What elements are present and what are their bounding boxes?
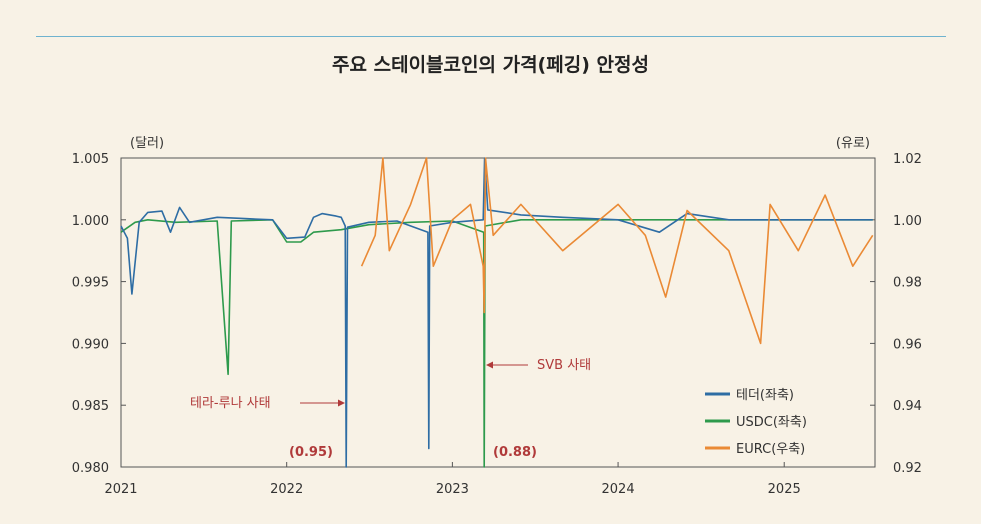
right-tick-label: 0.96 [893,337,922,352]
left-tick-label: 0.985 [72,399,109,414]
x-tick-label: 2025 [768,482,801,497]
left-tick-label: 0.980 [72,461,109,476]
legend-label-usdc: USDC(좌축) [736,415,807,430]
axes: 1.005 1.000 0.995 0.990 0.985 0.980 1.02 1.00 0.… [72,152,922,497]
legend-label-tether: 테더(좌축) [736,388,794,403]
plot-frame [120,157,876,468]
right-axis-unit: (유로) [836,136,870,151]
left-tick-label: 0.990 [72,337,109,352]
top-rule [36,36,946,37]
annotation-svb-arrow-head [486,361,493,369]
annotation-svb-min: (0.88) [493,445,537,460]
left-tick-label: 1.000 [72,214,109,229]
x-tick-label: 2024 [602,482,635,497]
left-tick-label: 1.005 [72,152,109,167]
chart-title: 주요 스테이블코인의 가격(페깅) 안정성 [332,54,649,76]
legend-label-eurc: EURC(우축) [736,442,805,457]
right-tick-label: 0.98 [893,276,922,291]
right-tick-label: 1.00 [893,214,922,229]
right-tick-label: 0.92 [893,461,922,476]
series-line-eurc [360,157,874,345]
annotation-terra-arrow-head [338,399,345,407]
right-tick-label: 1.02 [893,152,922,167]
series-line-tether [120,157,873,468]
left-tick-label: 0.995 [72,276,109,291]
annotation-terra-luna: 테라-루나 사태 [190,396,271,411]
x-tick-label: 2022 [270,482,303,497]
x-tick-label: 2021 [104,482,137,497]
series-lines [120,157,874,468]
right-tick-label: 0.94 [893,399,922,414]
annotation-terra-min: (0.95) [289,445,333,460]
x-tick-label: 2023 [436,482,469,497]
legend: 테더(좌축) USDC(좌축) EURC(우축) [705,388,807,457]
annotation-svb: SVB 사태 [537,358,591,373]
left-axis-unit: (달러) [130,136,164,151]
